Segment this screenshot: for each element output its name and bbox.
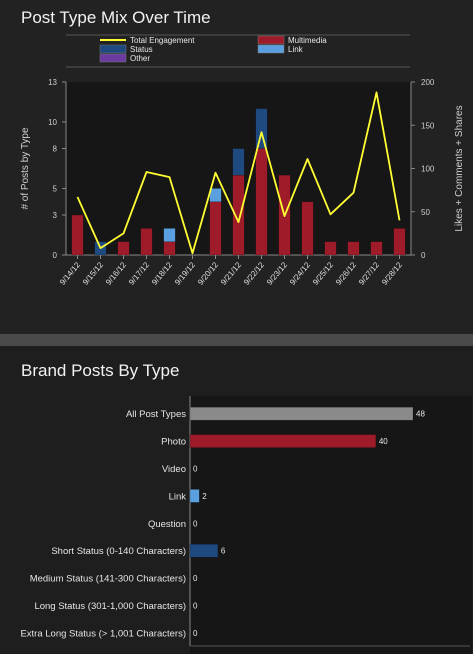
category-label: Photo: [161, 437, 186, 448]
legend: Total Engagement Multimedia Status Link Othe…: [66, 34, 410, 68]
x-tick-label: 9/23/12: [265, 260, 289, 287]
chart-title-post-type-mix: Post Type Mix Over Time: [21, 8, 211, 27]
bar-0: [189, 406, 414, 421]
bar-multimedia-11: [324, 241, 337, 256]
bar-1: [189, 434, 377, 448]
x-tick-label: 9/24/12: [288, 260, 312, 287]
y2-axis-title: Likes + Comments + Shares: [454, 105, 465, 231]
y2-tick-label: 100: [421, 165, 435, 174]
bar-value-label: 0: [193, 465, 198, 474]
bar-multimedia-8: [255, 148, 268, 256]
category-label: Video: [162, 464, 186, 475]
legend-swatch-multimedia: [257, 35, 285, 45]
category-label: All Post Types: [126, 409, 186, 420]
bar-multimedia-6: [209, 201, 222, 256]
x-tick-label: 9/21/12: [219, 260, 243, 287]
y2-tick-label: 0: [421, 251, 426, 260]
y-tick-label: 0: [53, 251, 58, 260]
bar-value-label: 0: [193, 629, 198, 638]
y2-tick-label: 200: [421, 78, 435, 87]
x-tick-label: 9/22/12: [242, 260, 266, 287]
legend-swatch-other: [99, 53, 127, 63]
bar-link-6: [209, 188, 222, 203]
x-tick-label: 9/20/12: [196, 260, 220, 287]
y2-tick-label: 50: [421, 208, 430, 217]
bar-value-label: 0: [193, 602, 198, 611]
post-type-mix-chart: Total Engagement Multimedia Status Link Othe…: [20, 34, 465, 287]
bar-3: [189, 489, 200, 503]
bar-multimedia-3: [140, 228, 153, 256]
legend-label-multimedia: Multimedia: [288, 36, 327, 45]
y-tick-label: 13: [48, 78, 57, 87]
category-label: Short Status (0-140 Characters): [51, 546, 186, 557]
legend-label-other: Other: [130, 54, 150, 63]
y-tick-label: 10: [48, 118, 57, 127]
x-tick-label: 9/16/12: [104, 260, 128, 287]
legend-label-total-engagement: Total Engagement: [130, 36, 195, 45]
bar-value-label: 0: [193, 574, 198, 583]
brand-posts-panel: Brand Posts By Type All Post Types 48 Phot…: [0, 346, 473, 654]
x-tick-label: 9/28/12: [380, 260, 404, 287]
category-label: Extra Long Status (> 1,001 Characters): [20, 628, 186, 639]
x-tick-label: 9/14/12: [58, 260, 82, 287]
x-tick-label: 9/17/12: [127, 260, 151, 287]
x-tick-label: 9/19/12: [173, 260, 197, 287]
legend-swatch-status: [99, 44, 127, 54]
legend-swatch-link: [257, 44, 285, 54]
x-tick-label: 9/26/12: [334, 260, 358, 287]
x-tick-label: 9/15/12: [81, 260, 105, 287]
bar-status-7: [232, 148, 245, 176]
category-label: Link: [169, 491, 187, 502]
legend-label-status: Status: [130, 45, 153, 54]
post-type-mix-panel: Post Type Mix Over Time Total Engagement…: [20, 8, 465, 287]
bar-multimedia-10: [301, 201, 314, 256]
x-tick-label: 9/18/12: [150, 260, 174, 287]
bar-value-label: 0: [193, 519, 198, 528]
bar-multimedia-14: [393, 228, 406, 256]
bar-multimedia-12: [347, 241, 360, 256]
bar-multimedia-13: [370, 241, 383, 256]
bar-value-label: 48: [416, 410, 425, 419]
y2-tick-label: 150: [421, 121, 435, 130]
bar-multimedia-2: [117, 241, 130, 256]
category-label: Long Status (301-1,000 Characters): [34, 601, 186, 612]
legend-label-link: Link: [288, 45, 304, 54]
bar-multimedia-4: [163, 241, 176, 256]
bar-status-8: [255, 108, 268, 149]
category-label: Medium Status (141-300 Characters): [30, 574, 186, 585]
y-tick-label: 8: [53, 145, 58, 154]
series-line-total-engagement: [76, 91, 401, 255]
x-tick-label: 9/27/12: [357, 260, 381, 287]
y-tick-label: 5: [53, 184, 58, 193]
bar-link-4: [163, 228, 176, 242]
bar-value-label: 2: [202, 492, 207, 501]
bar-value-label: 6: [221, 547, 226, 556]
brand-posts-chart: All Post Types 48 Photo 40 Video 0 Link 2 Questi…: [20, 396, 472, 654]
bar-value-label: 40: [379, 437, 388, 446]
chart-title-brand-posts: Brand Posts By Type: [21, 361, 180, 380]
bar-5: [189, 543, 219, 558]
y-tick-label: 3: [53, 211, 58, 220]
bar-multimedia-0: [71, 214, 84, 256]
panel-divider: [0, 334, 473, 346]
category-label: Question: [148, 519, 186, 530]
x-tick-label: 9/25/12: [311, 260, 335, 287]
y-axis-title: # of Posts by Type: [20, 127, 31, 210]
